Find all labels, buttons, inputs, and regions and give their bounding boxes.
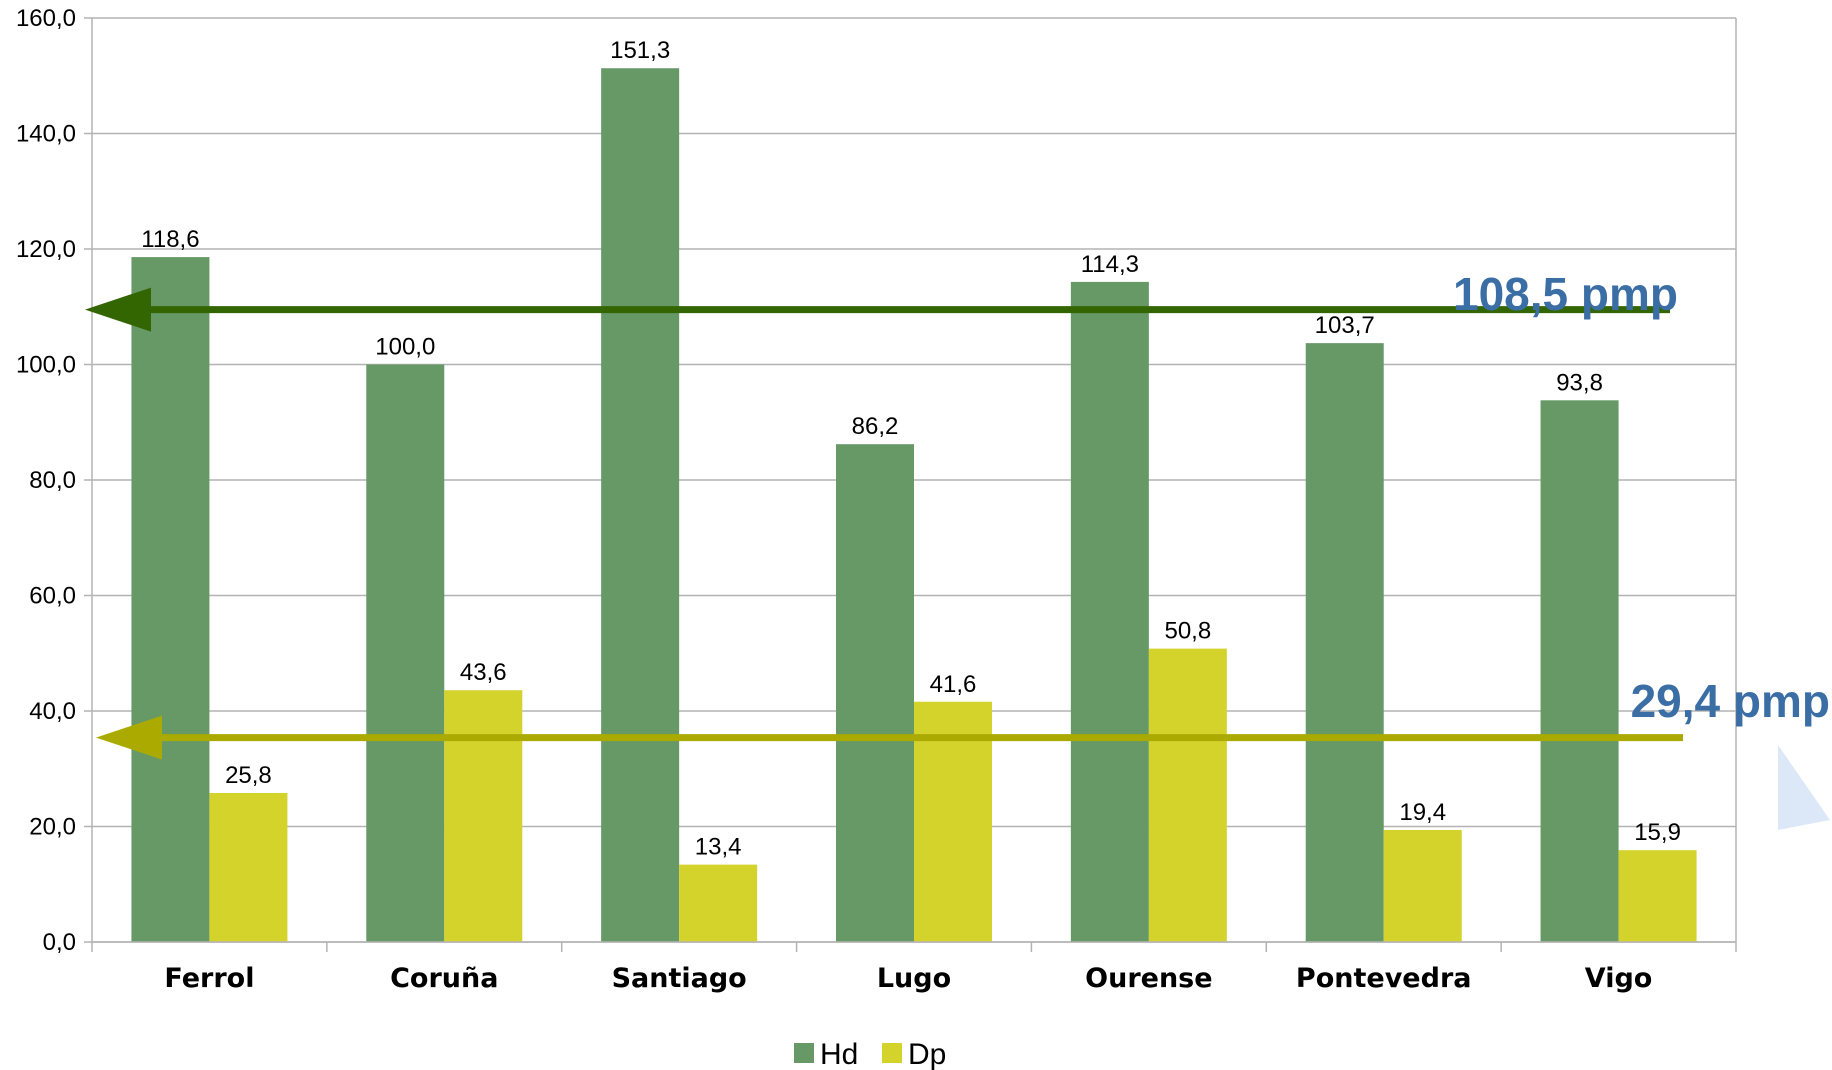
- reference-label: 29,4 pmp: [1631, 675, 1830, 727]
- bar-hd: [366, 364, 445, 942]
- data-label: 15,9: [1634, 819, 1681, 846]
- bar-hd: [836, 444, 914, 942]
- y-tick-label: 160,0: [16, 5, 76, 32]
- bar-dp: [1148, 648, 1227, 942]
- y-tick-label: 120,0: [16, 236, 76, 263]
- y-tick-label: 0,0: [43, 929, 76, 956]
- y-tick-label: 20,0: [29, 814, 76, 841]
- legend-swatch: [794, 1043, 814, 1063]
- data-label: 25,8: [225, 762, 272, 789]
- x-axis: Ferrol Coruña Santiago Lugo Ourense Pontevedr…: [91, 941, 1737, 994]
- y-tick-label: 140,0: [16, 121, 76, 148]
- category-label: Pontevedra: [1296, 963, 1472, 994]
- bar-hd: [1070, 281, 1149, 943]
- bar-hd: [131, 257, 210, 943]
- category-label: Santiago: [612, 963, 747, 994]
- data-label: 43,6: [460, 659, 507, 686]
- data-label: 100,0: [375, 334, 435, 361]
- bars: 118,6 25,8 100,0 43,6 151,3 13,4 86,2 41,6 114,3…: [131, 37, 1697, 943]
- reference-label: 108,5 pmp: [1453, 268, 1678, 320]
- arrow-head-icon: [96, 715, 162, 760]
- data-label: 118,6: [141, 226, 199, 253]
- bar-hd: [1305, 343, 1384, 942]
- category-label: Ferrol: [164, 963, 254, 994]
- bar-hd: [601, 68, 680, 943]
- bar-dp: [444, 690, 523, 942]
- data-label: 93,8: [1556, 369, 1603, 396]
- legend-label: Dp: [908, 1038, 946, 1070]
- bar-dp: [679, 864, 758, 942]
- y-axis: 0,0 20,0 40,0 60,0 80,0 100,0 120,0 140,0 160,0: [16, 5, 93, 956]
- data-label: 41,6: [930, 671, 977, 698]
- y-tick-label: 40,0: [29, 698, 76, 725]
- reference-arrows: 108,5 pmp 29,4 pmp: [85, 268, 1830, 760]
- bar-hd: [1540, 400, 1619, 942]
- legend: Hd Dp: [794, 1038, 946, 1070]
- decorative-triangle: [1778, 745, 1830, 830]
- data-label: 103,7: [1315, 312, 1375, 339]
- arrow-head-icon: [85, 287, 151, 332]
- legend-label: Hd: [820, 1038, 858, 1070]
- category-label: Lugo: [877, 963, 951, 994]
- category-label: Coruña: [390, 963, 498, 994]
- bar-dp: [209, 793, 288, 942]
- y-tick-label: 100,0: [16, 352, 76, 379]
- data-label: 50,8: [1164, 618, 1211, 645]
- bar-dp: [1618, 850, 1697, 942]
- legend-swatch: [882, 1043, 902, 1063]
- bar-dp: [914, 701, 992, 942]
- data-label: 13,4: [695, 834, 742, 861]
- data-label: 114,3: [1081, 251, 1139, 278]
- category-label: Vigo: [1585, 963, 1653, 994]
- data-label: 151,3: [610, 37, 670, 64]
- category-label: Ourense: [1085, 963, 1212, 994]
- bar-dp: [1383, 829, 1462, 942]
- data-label: 19,4: [1399, 799, 1446, 826]
- data-label: 86,2: [852, 413, 899, 440]
- y-tick-label: 60,0: [29, 583, 76, 610]
- y-tick-label: 80,0: [29, 467, 76, 494]
